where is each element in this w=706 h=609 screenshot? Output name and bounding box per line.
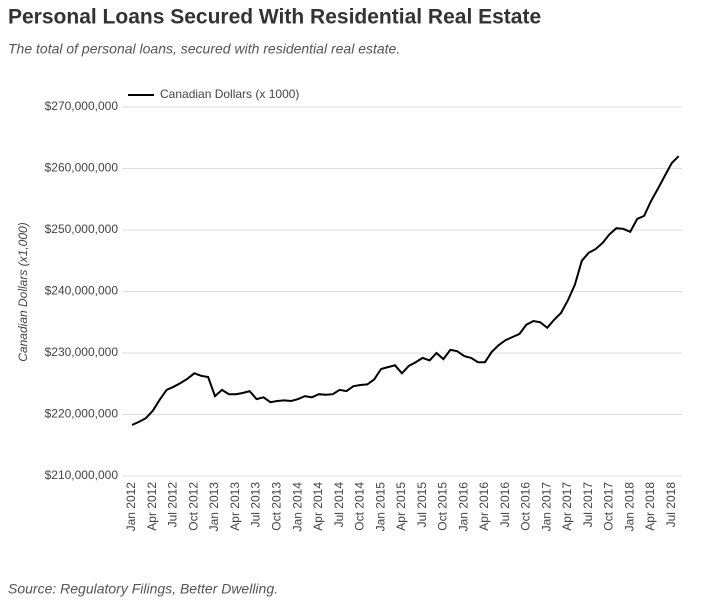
y-tick-label: $250,000,000 bbox=[45, 222, 119, 236]
x-tick-label: Apr 2015 bbox=[394, 482, 408, 531]
y-tick-label: $240,000,000 bbox=[45, 284, 119, 298]
x-tick-label: Oct 2015 bbox=[436, 482, 450, 531]
y-tick-label: $210,000,000 bbox=[45, 468, 119, 482]
x-tick-label: Jan 2015 bbox=[373, 482, 387, 532]
x-tick-label: Apr 2014 bbox=[311, 482, 325, 531]
source: Source: Regulatory Filings, Better Dwell… bbox=[8, 581, 278, 597]
x-tick-label: Jan 2017 bbox=[539, 482, 553, 532]
x-tick-label: Apr 2013 bbox=[228, 482, 242, 531]
x-tick-label: Jul 2015 bbox=[415, 482, 429, 528]
chart-subtitle: The total of personal loans, secured wit… bbox=[8, 41, 400, 57]
y-axis-label: Canadian Dollars (x1,000) bbox=[16, 222, 30, 361]
x-tick-label: Jul 2012 bbox=[166, 482, 180, 528]
x-tick-label: Jul 2014 bbox=[332, 482, 346, 528]
y-tick-label: $270,000,000 bbox=[45, 99, 119, 113]
x-tick-label: Jul 2018 bbox=[664, 482, 678, 528]
x-tick-label: Jul 2013 bbox=[249, 482, 263, 528]
x-tick-label: Jan 2013 bbox=[207, 482, 221, 532]
x-tick-label: Apr 2017 bbox=[560, 482, 574, 531]
x-tick-label: Oct 2016 bbox=[519, 482, 533, 531]
x-tick-label: Oct 2017 bbox=[602, 482, 616, 531]
x-tick-label: Jul 2016 bbox=[498, 482, 512, 528]
x-tick-label: Apr 2016 bbox=[477, 482, 491, 531]
x-tick-label: Jan 2016 bbox=[456, 482, 470, 532]
x-tick-label: Jan 2018 bbox=[622, 482, 636, 532]
chart-title: Personal Loans Secured With Residential … bbox=[8, 6, 541, 29]
data-line bbox=[131, 155, 680, 426]
y-tick-label: $220,000,000 bbox=[45, 407, 119, 421]
legend-label: Canadian Dollars (x 1000) bbox=[160, 87, 299, 101]
x-tick-label: Oct 2013 bbox=[269, 482, 283, 531]
y-tick-label: $260,000,000 bbox=[45, 161, 119, 175]
x-tick-label: Jul 2017 bbox=[581, 482, 595, 528]
x-tick-label: Apr 2018 bbox=[643, 482, 657, 531]
x-tick-label: Jan 2012 bbox=[124, 482, 138, 532]
x-tick-label: Oct 2012 bbox=[186, 482, 200, 531]
x-tick-label: Oct 2014 bbox=[353, 482, 367, 531]
x-tick-label: Jan 2014 bbox=[290, 482, 304, 532]
y-tick-label: $230,000,000 bbox=[45, 345, 119, 359]
x-tick-label: Apr 2012 bbox=[145, 482, 159, 531]
